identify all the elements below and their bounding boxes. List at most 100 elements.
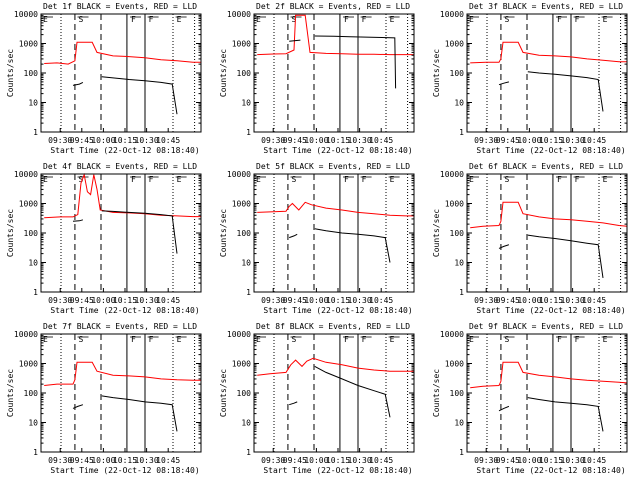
x-axis-label: Start Time (22-Oct-12 08:18:40): [50, 306, 199, 315]
y-tick-label: 1: [33, 288, 38, 297]
interval-label: E: [256, 335, 261, 344]
y-tick-label: 10: [241, 419, 251, 428]
x-tick-label: 09:45: [496, 296, 520, 305]
events-series: [101, 76, 178, 115]
events-series: [314, 35, 397, 89]
y-axis-label: Counts/sec: [6, 369, 15, 417]
interval-label: F: [149, 175, 154, 184]
y-tick-label: 10000: [227, 170, 251, 179]
events-series: [101, 395, 178, 432]
x-tick-label: 09:45: [283, 136, 307, 145]
y-tick-label: 100: [237, 389, 252, 398]
interval-label: E: [469, 175, 474, 184]
x-tick-label: 10:45: [156, 456, 180, 465]
interval-label: F: [362, 175, 367, 184]
x-tick-label: 09:45: [70, 296, 94, 305]
x-tick-label: 10:15: [113, 136, 137, 145]
y-tick-label: 100: [450, 229, 465, 238]
y-tick-label: 100: [450, 69, 465, 78]
interval-label: E: [177, 335, 182, 344]
interval-label: F: [575, 175, 580, 184]
y-axis-label: Counts/sec: [432, 209, 441, 257]
interval-label: S: [79, 15, 84, 24]
x-tick-label: 09:30: [48, 136, 72, 145]
y-tick-label: 10000: [227, 330, 251, 339]
plot-frame: [253, 173, 415, 293]
plot-frame: [253, 13, 415, 133]
x-tick-label: 10:00: [91, 296, 115, 305]
panel-title: Det 1f BLACK = Events, RED = LLD: [43, 2, 197, 11]
panel-title: Det 9f BLACK = Events, RED = LLD: [469, 322, 623, 331]
events-series: [314, 228, 391, 263]
y-tick-label: 1: [246, 448, 251, 457]
plot-frame: [40, 13, 202, 133]
interval-label: E: [256, 175, 261, 184]
x-tick-label: 10:00: [517, 296, 541, 305]
interval-label: F: [557, 335, 562, 344]
plot-frame: [466, 333, 628, 453]
events-series: [72, 219, 84, 222]
y-axis-label: Counts/sec: [6, 49, 15, 97]
interval-label: F: [362, 335, 367, 344]
y-tick-label: 10: [241, 99, 251, 108]
x-axis-label: Start Time (22-Oct-12 08:18:40): [263, 466, 412, 475]
x-tick-label: 10:45: [156, 136, 180, 145]
x-tick-label: 10:00: [304, 296, 328, 305]
y-tick-label: 1: [246, 288, 251, 297]
lld-series: [470, 361, 628, 389]
interval-label: S: [505, 175, 510, 184]
x-tick-label: 09:30: [474, 456, 498, 465]
panel-det-5: Det 5f BLACK = Events, RED = LLD E S F F E 1 10…: [219, 162, 415, 315]
x-tick-label: 09:30: [261, 136, 285, 145]
y-tick-label: 1000: [19, 360, 38, 369]
events-series: [498, 244, 510, 249]
y-tick-label: 10: [454, 419, 464, 428]
y-axis-label: Counts/sec: [219, 369, 228, 417]
x-tick-label: 10:00: [91, 456, 115, 465]
y-tick-label: 100: [24, 389, 39, 398]
events-series: [527, 234, 604, 278]
panel-det-7: Det 7f BLACK = Events, RED = LLD E S F F E 1 10…: [6, 322, 202, 475]
y-tick-label: 10: [28, 419, 38, 428]
x-tick-label: 10:15: [113, 296, 137, 305]
x-tick-label: 10:45: [369, 296, 393, 305]
interval-label: E: [43, 335, 48, 344]
events-series: [289, 39, 301, 42]
x-tick-label: 10:45: [582, 136, 606, 145]
interval-label: F: [575, 335, 580, 344]
interval-label: F: [131, 175, 136, 184]
interval-label: S: [292, 175, 297, 184]
y-axis-label: Counts/sec: [6, 209, 15, 257]
y-tick-label: 1000: [19, 40, 38, 49]
events-series: [498, 81, 510, 86]
x-tick-label: 10:30: [135, 456, 159, 465]
events-series: [527, 397, 604, 432]
y-tick-label: 1000: [19, 200, 38, 209]
y-tick-label: 1000: [232, 200, 251, 209]
lld-series: [257, 357, 414, 376]
x-axis-label: Start Time (22-Oct-12 08:18:40): [476, 146, 625, 155]
interval-label: S: [79, 175, 84, 184]
lld-series: [44, 361, 201, 386]
y-tick-label: 10000: [14, 330, 38, 339]
y-axis-label: Counts/sec: [219, 49, 228, 97]
interval-label: F: [149, 15, 154, 24]
y-tick-label: 10000: [14, 170, 38, 179]
panel-det-2: Det 2f BLACK = Events, RED = LLD E S F F E 1 10…: [219, 2, 415, 155]
y-tick-label: 1000: [232, 40, 251, 49]
y-axis-label: Counts/sec: [219, 209, 228, 257]
interval-label: F: [149, 335, 154, 344]
x-tick-label: 09:30: [474, 136, 498, 145]
panel-det-3: Det 3f BLACK = Events, RED = LLD E S F F E 1 10…: [432, 2, 628, 155]
interval-label: F: [344, 175, 349, 184]
x-tick-label: 09:45: [70, 456, 94, 465]
x-tick-label: 10:15: [326, 456, 350, 465]
interval-label: F: [362, 15, 367, 24]
y-tick-label: 10: [454, 99, 464, 108]
x-tick-label: 10:15: [539, 136, 563, 145]
x-tick-label: 10:00: [517, 456, 541, 465]
x-tick-label: 09:45: [70, 136, 94, 145]
interval-label: F: [557, 175, 562, 184]
y-tick-label: 1000: [232, 360, 251, 369]
